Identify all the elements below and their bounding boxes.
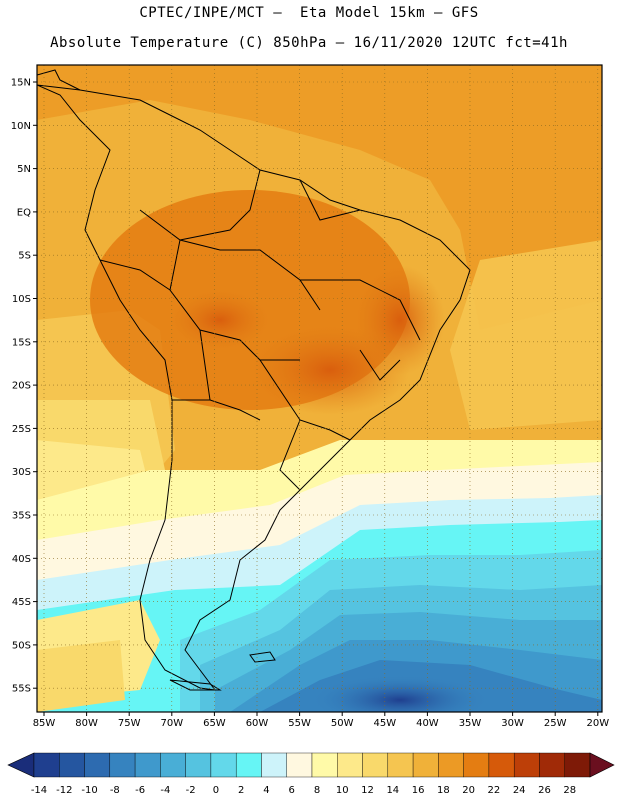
colorbar-swatch bbox=[539, 752, 565, 778]
map-frame bbox=[36, 64, 603, 713]
colorbar-tick-label: 20 bbox=[462, 785, 475, 796]
lon-label: 50W bbox=[331, 718, 354, 729]
lat-label: 25S bbox=[12, 424, 31, 435]
lat-label: 5S bbox=[18, 251, 31, 262]
lon-label: 25W bbox=[544, 718, 567, 729]
lat-label: 20S bbox=[12, 381, 31, 392]
colorbar-tick-label: 16 bbox=[412, 785, 425, 796]
colorbar-swatch bbox=[185, 752, 212, 778]
lon-label: 65W bbox=[203, 718, 226, 729]
coastline bbox=[37, 69, 471, 691]
lat-label: 35S bbox=[12, 511, 31, 522]
colorbar-over-arrow bbox=[589, 752, 615, 778]
colorbar-tick-label: 28 bbox=[563, 785, 576, 796]
colorbar-swatch bbox=[337, 752, 363, 778]
lat-label: 50S bbox=[12, 640, 31, 651]
lat-label: 10S bbox=[12, 294, 31, 305]
colorbar-swatch bbox=[84, 752, 111, 778]
colorbar-tick-label: -8 bbox=[110, 785, 120, 796]
lon-label: 80W bbox=[75, 718, 98, 729]
colorbar-swatch bbox=[286, 752, 313, 778]
colorbar-tick-label: 14 bbox=[386, 785, 399, 796]
colorbar-tick-label: 10 bbox=[336, 785, 349, 796]
colorbar-swatch bbox=[33, 752, 60, 778]
lat-label: 5N bbox=[17, 164, 31, 175]
lon-label: 40W bbox=[416, 718, 439, 729]
lon-label: 70W bbox=[160, 718, 183, 729]
lon-label: 60W bbox=[246, 718, 269, 729]
colorbar-tick-label: -14 bbox=[31, 785, 47, 796]
colorbar-tick-label: 0 bbox=[213, 785, 219, 796]
colorbar-tick-label: 6 bbox=[289, 785, 295, 796]
colorbar-tick-label: 4 bbox=[263, 785, 269, 796]
lat-label: 40S bbox=[12, 554, 31, 565]
colorbar: -14 -12 -10 -8 -6 -4 -2 0 2 4 6 8 10 12 14 16 18 20 22 24 26… bbox=[7, 752, 615, 796]
colorbar-swatch bbox=[362, 752, 389, 778]
colorbar-swatch bbox=[387, 752, 414, 778]
colorbar-swatch bbox=[463, 752, 490, 778]
colorbar-tick-label: 26 bbox=[538, 785, 551, 796]
colorbar-swatch bbox=[564, 752, 591, 778]
colorbar-tick-label: -12 bbox=[56, 785, 72, 796]
colorbar-swatch bbox=[412, 752, 439, 778]
lat-label: 55S bbox=[12, 684, 31, 695]
colorbar-tick-label: -6 bbox=[135, 785, 145, 796]
lon-label: 35W bbox=[459, 718, 482, 729]
colorbar-swatch bbox=[210, 752, 237, 778]
lon-label: 75W bbox=[118, 718, 141, 729]
colorbar-tick-label: 2 bbox=[238, 785, 244, 796]
lat-label: 30S bbox=[12, 467, 31, 478]
lat-label: 45S bbox=[12, 597, 31, 608]
lat-label: 15N bbox=[11, 78, 31, 89]
colorbar-swatch bbox=[488, 752, 515, 778]
lon-label: 85W bbox=[33, 718, 56, 729]
map-title-line-2: Absolute Temperature (C) 850hPa – 16/11/… bbox=[50, 35, 568, 51]
colorbar-swatch bbox=[160, 752, 186, 778]
colorbar-tick-label: 24 bbox=[513, 785, 526, 796]
lat-label: 10N bbox=[11, 121, 31, 132]
longitude-labels: 85W 80W 75W 70W 65W 60W 55W 50W 45W 40W 35W 30W 25W 2… bbox=[33, 712, 609, 729]
colorbar-tick-label: -4 bbox=[160, 785, 170, 796]
colorbar-tick-label: -2 bbox=[186, 785, 196, 796]
colorbar-tick-label: 8 bbox=[314, 785, 320, 796]
colorbar-tick-label: 12 bbox=[361, 785, 374, 796]
colorbar-swatch bbox=[109, 752, 136, 778]
lat-label: 15S bbox=[12, 337, 31, 348]
colorbar-swatch bbox=[134, 752, 161, 778]
colorbar-tick-label: 18 bbox=[437, 785, 450, 796]
lon-label: 30W bbox=[501, 718, 524, 729]
colorbar-swatch bbox=[311, 752, 338, 778]
colorbar-swatch bbox=[261, 752, 287, 778]
lat-label: EQ bbox=[17, 207, 31, 218]
colorbar-swatch bbox=[59, 752, 85, 778]
map-title-line-1: CPTEC/INPE/MCT – Eta Model 15km – GFS bbox=[139, 5, 479, 21]
temperature-field bbox=[37, 65, 602, 712]
colorbar-tick-label: -10 bbox=[81, 785, 97, 796]
lon-label: 45W bbox=[373, 718, 396, 729]
colorbar-tick-label: 22 bbox=[488, 785, 501, 796]
colorbar-swatch bbox=[438, 752, 464, 778]
lon-label: 55W bbox=[288, 718, 311, 729]
colorbar-swatch bbox=[235, 752, 262, 778]
lon-label: 20W bbox=[586, 718, 609, 729]
colorbar-under-arrow bbox=[7, 752, 35, 778]
latitude-labels: 15N 10N 5N EQ 5S 10S 15S 20S 25S 30S 35S 40S 45S 50S 5… bbox=[11, 78, 37, 695]
colorbar-swatch bbox=[513, 752, 540, 778]
